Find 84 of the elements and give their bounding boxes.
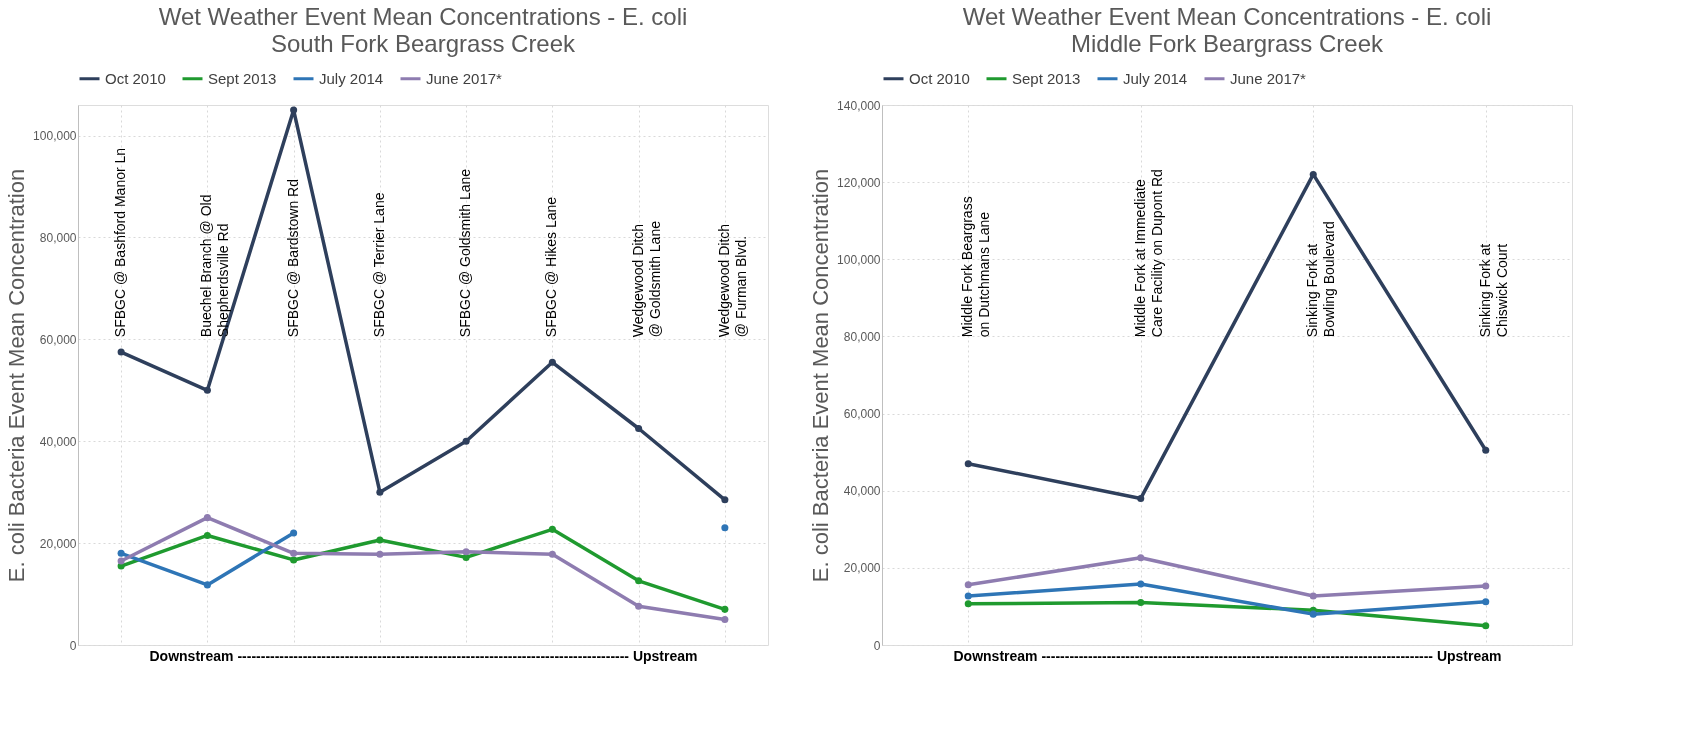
point xyxy=(290,556,298,564)
chart-subtitle: South Fork Beargrass Creek xyxy=(270,30,577,57)
x-axis-title: Downstream ------------------------------------------------------------------------------------ Upstream xyxy=(149,647,698,664)
x-tick-label: SFBGC @ Bardstown Rd xyxy=(284,179,301,338)
y-tick-label: 140,000 xyxy=(837,98,881,113)
x-tick-label: Middle Fork at Immediate Care Facility on Dupont Rd xyxy=(1131,169,1165,338)
legend-label: Oct 2010 xyxy=(105,69,166,87)
point xyxy=(376,550,384,558)
point xyxy=(290,549,298,557)
point xyxy=(964,600,972,608)
point xyxy=(203,531,211,539)
chart-title: Wet Weather Event Mean Concentrations - E. coli xyxy=(158,3,688,30)
point xyxy=(1137,599,1145,607)
point xyxy=(290,529,298,537)
x-tick-label: SFBGC @ Hikes Lane xyxy=(543,196,560,338)
point xyxy=(462,437,470,445)
y-tick-label: 0 xyxy=(69,638,77,653)
point xyxy=(117,557,125,565)
chart-subtitle: Middle Fork Beargrass Creek xyxy=(1070,30,1385,57)
y-tick-label: 120,000 xyxy=(837,175,881,190)
legend-label: Sept 2013 xyxy=(208,69,277,87)
point xyxy=(1137,580,1145,588)
point xyxy=(548,358,556,366)
x-tick-label: SFBGC @ Goldsmith Lane xyxy=(457,168,474,338)
x-tick-label: Middle Fork Beargrass on Dutchmans Lane xyxy=(959,196,993,338)
x-axis-title: Downstream ------------------------------------------------------------------------------------ Upstream xyxy=(953,647,1502,664)
y-axis-title: E. coli Bacteria Event Mean Concentration xyxy=(4,168,30,583)
point xyxy=(117,549,125,557)
y-tick-label: 40,000 xyxy=(843,484,881,499)
legend-label: June 2017* xyxy=(426,69,503,87)
point xyxy=(203,581,211,589)
point xyxy=(1482,446,1490,454)
point xyxy=(1482,582,1490,590)
point xyxy=(117,348,125,356)
legend-label: July 2014 xyxy=(319,69,384,87)
point xyxy=(548,550,556,558)
point xyxy=(1137,554,1145,562)
point xyxy=(548,525,556,533)
point xyxy=(203,514,211,522)
y-tick-label: 100,000 xyxy=(33,129,77,144)
y-tick-label: 0 xyxy=(873,638,881,653)
point xyxy=(376,536,384,544)
x-tick-label: SFBGC @ Terrier Lane xyxy=(370,192,387,338)
legend-label: June 2017* xyxy=(1230,69,1307,87)
y-tick-label: 20,000 xyxy=(843,561,881,576)
point xyxy=(964,581,972,589)
point xyxy=(290,106,298,114)
y-tick-label: 80,000 xyxy=(39,230,77,245)
point xyxy=(203,386,211,394)
point xyxy=(635,577,643,585)
point xyxy=(1309,592,1317,600)
chart-title: Wet Weather Event Mean Concentrations - E. coli xyxy=(962,3,1492,30)
point xyxy=(1482,622,1490,630)
point xyxy=(635,602,643,610)
legend-label: Oct 2010 xyxy=(909,69,970,87)
x-tick-label: Wedgewood Ditch @ Goldsmith Lane xyxy=(629,220,663,338)
legend-label: July 2014 xyxy=(1123,69,1188,87)
y-tick-label: 60,000 xyxy=(843,407,881,422)
point xyxy=(1309,170,1317,178)
y-tick-label: 60,000 xyxy=(39,332,77,347)
point xyxy=(721,496,729,504)
point xyxy=(964,460,972,468)
point xyxy=(462,553,470,561)
point xyxy=(964,592,972,600)
legend-label: Sept 2013 xyxy=(1012,69,1081,87)
point xyxy=(721,524,729,532)
point xyxy=(1137,494,1145,502)
y-tick-label: 100,000 xyxy=(837,252,881,267)
point xyxy=(721,616,729,624)
point xyxy=(635,424,643,433)
x-tick-label: Sinking Fork at Chiswick Court xyxy=(1476,243,1510,338)
y-tick-label: 40,000 xyxy=(39,434,77,449)
x-tick-label: Sinking Fork at Bowling Boulevard xyxy=(1304,221,1338,338)
point xyxy=(721,605,729,613)
point xyxy=(1309,610,1317,618)
point xyxy=(462,548,470,556)
x-tick-label: SFBGC @ Bashford Manor Ln xyxy=(112,147,129,338)
point xyxy=(376,488,384,496)
point xyxy=(1482,598,1490,606)
x-tick-label: Wedgewood Ditch @ Furman Blvd. xyxy=(715,223,749,338)
y-tick-label: 20,000 xyxy=(39,536,77,551)
x-tick-label: Buechel Branch @ Old Shepherdsville Rd xyxy=(198,194,232,338)
y-axis-title: E. coli Bacteria Event Mean Concentration xyxy=(808,168,834,583)
y-tick-label: 80,000 xyxy=(843,329,881,344)
